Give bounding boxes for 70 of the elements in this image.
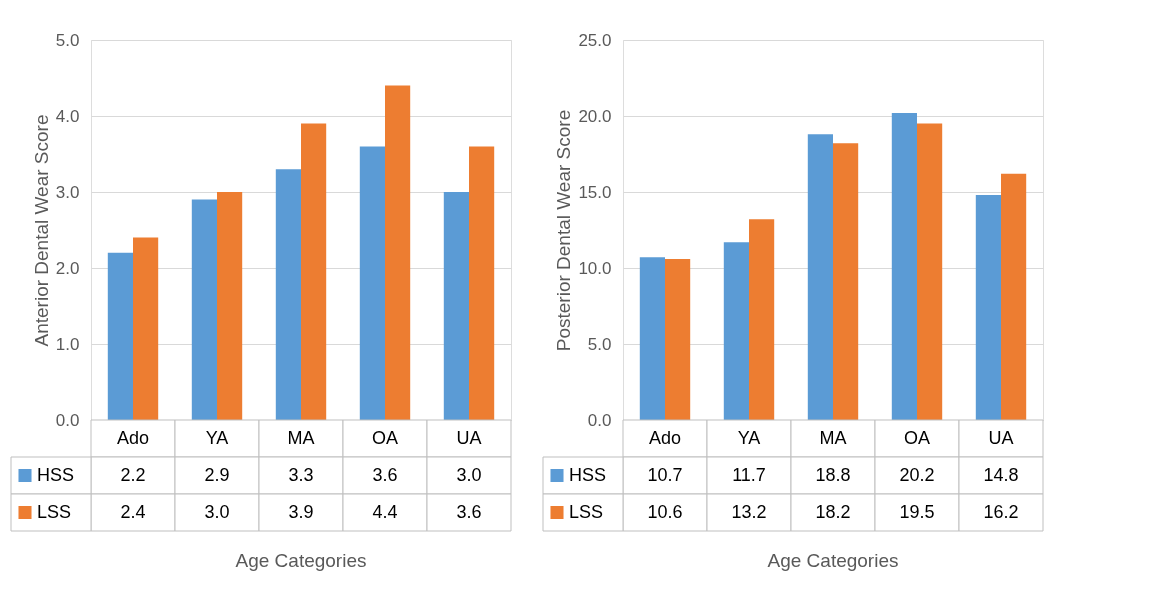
y-tick-label: 20.0	[578, 106, 612, 126]
data-label: 3.6	[372, 464, 398, 485]
x-tick-label: UA	[988, 427, 1014, 448]
y-tick-label: 3.0	[55, 182, 80, 202]
data-label: 2.9	[204, 464, 230, 485]
data-label: 2.4	[120, 501, 146, 522]
bar	[639, 257, 665, 420]
bar	[133, 237, 159, 420]
data-label: 3.0	[204, 501, 230, 522]
y-tick-label: 25.0	[578, 30, 612, 50]
y-tick-label: 2.0	[55, 258, 80, 278]
y-axis-title: Posterior Dental Wear Score	[553, 109, 575, 352]
bar	[723, 242, 749, 420]
data-label: 2.2	[120, 464, 146, 485]
bar	[217, 192, 243, 420]
data-label: 18.2	[815, 501, 851, 522]
x-tick-label: Ado	[116, 427, 150, 448]
bar	[385, 85, 411, 420]
data-label: 20.2	[899, 464, 935, 485]
x-tick-label: Ado	[648, 427, 682, 448]
data-label: 16.2	[983, 501, 1019, 522]
y-tick-label: 4.0	[55, 106, 80, 126]
data-label: 3.6	[456, 501, 482, 522]
bar	[107, 252, 133, 420]
data-label: 4.4	[372, 501, 398, 522]
data-label: 18.8	[815, 464, 851, 485]
bar	[191, 199, 217, 420]
bar	[301, 123, 327, 420]
x-tick-label: YA	[737, 427, 761, 448]
y-tick-label: 10.0	[578, 258, 612, 278]
bar	[833, 143, 859, 420]
x-tick-label: OA	[371, 427, 399, 448]
y-tick-label: 5.0	[55, 30, 80, 50]
data-label: 3.3	[288, 464, 314, 485]
y-tick-label: 0.0	[55, 410, 80, 430]
bar	[275, 169, 301, 420]
legend-label: LSS	[569, 501, 604, 522]
data-label: 14.8	[983, 464, 1019, 485]
y-axis-title: Anterior Dental Wear Score	[30, 114, 52, 347]
x-tick-label: YA	[205, 427, 229, 448]
data-label: 10.6	[647, 501, 683, 522]
x-tick-label: OA	[903, 427, 931, 448]
x-tick-label: UA	[456, 427, 482, 448]
legend-label: LSS	[37, 501, 72, 522]
y-tick-label: 5.0	[587, 334, 612, 354]
legend-label: HSS	[569, 464, 607, 485]
x-axis-title: Age Categories	[235, 550, 367, 571]
data-label: 3.0	[456, 464, 482, 485]
bar	[749, 219, 775, 420]
data-label: 19.5	[899, 501, 935, 522]
x-tick-label: MA	[287, 427, 315, 448]
bar	[891, 112, 917, 420]
data-label: 10.7	[647, 464, 683, 485]
bar	[359, 146, 385, 420]
legend-label: HSS	[37, 464, 75, 485]
bar	[975, 195, 1001, 420]
bar	[807, 134, 833, 420]
bar	[917, 123, 943, 420]
y-tick-label: 0.0	[587, 410, 612, 430]
y-tick-label: 15.0	[578, 182, 612, 202]
y-tick-label: 1.0	[55, 334, 80, 354]
data-label: 3.9	[288, 501, 314, 522]
bar	[665, 258, 691, 420]
bar	[1001, 173, 1027, 420]
x-axis-title: Age Categories	[767, 550, 899, 571]
data-label: 11.7	[732, 464, 766, 485]
data-label: 13.2	[731, 501, 767, 522]
x-tick-label: MA	[819, 427, 847, 448]
bar	[443, 192, 469, 420]
bar	[469, 146, 495, 420]
